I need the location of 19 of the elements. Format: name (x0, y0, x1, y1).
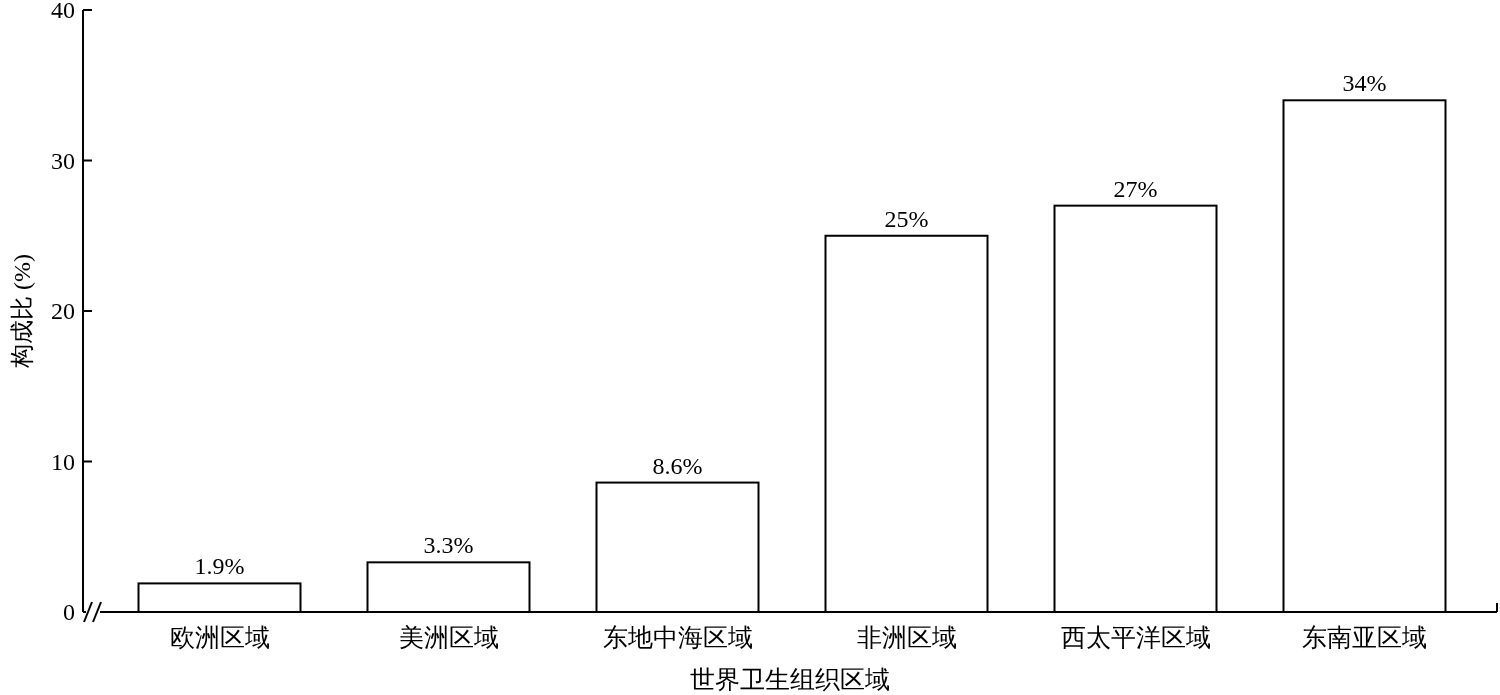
data-label: 1.9% (194, 553, 245, 580)
x-tick-label: 美洲区域 (398, 624, 499, 651)
y-axis-title: 构成比 (%) (9, 254, 35, 369)
data-label: 34% (1342, 70, 1387, 97)
y-tick-label: 20 (51, 298, 75, 324)
x-tick-label: 非洲区域 (856, 624, 957, 651)
data-label: 8.6% (652, 452, 703, 479)
y-tick-label: 40 (51, 0, 75, 23)
x-axis-title: 世界卫生组织区域 (690, 666, 890, 693)
data-label: 3.3% (423, 532, 474, 559)
x-tick-label: 东地中海区域 (602, 624, 753, 651)
y-tick-label: 10 (51, 448, 75, 475)
y-tick-label: 0 (63, 599, 75, 625)
x-tick-label: 西太平洋区域 (1060, 624, 1211, 651)
y-tick-label: 30 (51, 147, 75, 174)
data-label: 27% (1113, 175, 1158, 202)
x-tick-label: 东南亚区域 (1302, 624, 1427, 651)
x-tick-label: 欧洲区域 (169, 624, 270, 651)
data-label: 25% (884, 205, 929, 232)
